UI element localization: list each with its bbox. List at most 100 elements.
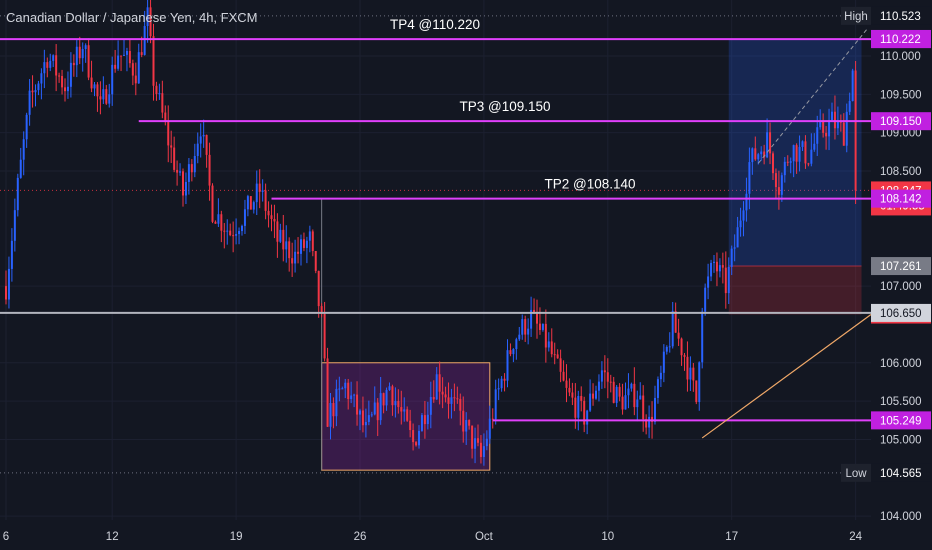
candle-body <box>453 397 456 399</box>
candle-254 <box>754 136 757 161</box>
candle-body <box>474 438 477 449</box>
candle-body <box>518 334 521 340</box>
candle-body <box>656 379 659 398</box>
time-axis[interactable]: 6 12 19 26 Oct 10 17 24 <box>0 520 932 550</box>
candle-25 <box>78 36 81 65</box>
candle-214 <box>636 390 639 422</box>
candle-26 <box>81 42 84 72</box>
candle-152 <box>453 383 456 412</box>
candle-53 <box>161 80 164 119</box>
candle-body <box>503 378 506 381</box>
symbol-title[interactable]: Canadian Dollar / Japanese Yen, 4h, FXCM <box>6 10 258 25</box>
candle-188 <box>559 349 562 383</box>
candle-body <box>686 356 689 380</box>
candle-5 <box>19 147 22 179</box>
candle-104 <box>311 229 314 257</box>
candle-body <box>810 149 813 164</box>
candle-body <box>547 341 550 348</box>
candle-body <box>674 311 677 333</box>
candle-body <box>842 122 845 146</box>
candle-body <box>220 214 223 231</box>
candle-body <box>176 169 179 173</box>
candle-239 <box>710 259 713 282</box>
candle-17 <box>55 44 58 92</box>
x-tick-0: 6 <box>3 531 9 543</box>
levels-layer: TP4 @110.220 TP3 @109.150 TP2 @108.140 <box>0 17 872 439</box>
candle-body <box>394 401 397 406</box>
candle-body <box>680 338 683 356</box>
candle-body <box>533 309 536 313</box>
candle-170 <box>506 339 509 388</box>
candle-155 <box>462 396 465 443</box>
candle-228 <box>677 318 680 346</box>
level-tag-range-low <box>871 411 931 430</box>
candle-body <box>456 398 459 400</box>
candle-225 <box>668 332 671 353</box>
candle-28 <box>87 38 90 81</box>
candle-4 <box>16 173 19 217</box>
candle-153 <box>456 386 459 404</box>
candle-205 <box>609 374 612 393</box>
candle-65 <box>196 132 199 164</box>
level-tag-TP2 <box>871 189 931 208</box>
candle-body <box>426 414 429 425</box>
y-tick-3: 108.500 <box>880 166 922 178</box>
candle-9 <box>31 75 34 108</box>
candle-253 <box>751 147 754 175</box>
candle-95 <box>285 225 288 263</box>
candle-body <box>202 134 205 137</box>
candle-223 <box>662 344 665 383</box>
extreme-tag-7 <box>841 463 871 482</box>
candle-body <box>559 358 562 372</box>
level-tag-support <box>871 303 931 322</box>
candle-33 <box>102 76 105 104</box>
candle-36 <box>111 56 114 106</box>
candle-31 <box>96 82 99 112</box>
candle-87 <box>261 179 264 202</box>
candle-19 <box>61 69 64 95</box>
candle-body <box>798 146 801 162</box>
candle-59 <box>179 163 182 176</box>
candle-body <box>187 164 190 182</box>
candle-body <box>34 90 37 93</box>
candle-body <box>137 52 140 84</box>
candle-210 <box>624 382 627 410</box>
candle-20 <box>64 78 66 102</box>
candle-22 <box>69 52 72 98</box>
candle-body <box>288 241 291 259</box>
candle-235 <box>698 361 701 411</box>
candle-200 <box>595 385 597 400</box>
candle-body <box>597 381 600 391</box>
candle-body <box>246 196 249 210</box>
candle-body <box>161 93 164 113</box>
candle-body <box>754 148 757 160</box>
y-tick-7: 105.000 <box>880 434 922 446</box>
candle-body <box>117 55 120 69</box>
candle-127 <box>379 376 382 425</box>
candle-body <box>84 45 87 50</box>
candle-body <box>385 389 388 406</box>
candle-249 <box>739 207 742 237</box>
candle-body <box>562 371 565 381</box>
candle-body <box>158 93 161 95</box>
candle-77 <box>232 221 235 253</box>
candle-body <box>462 410 465 432</box>
candle-54 <box>164 105 167 126</box>
candle-body <box>364 421 367 426</box>
candle-body <box>589 393 592 411</box>
candle-body <box>423 415 426 425</box>
candle-body <box>465 420 468 432</box>
candle-246 <box>730 245 733 276</box>
candle-163 <box>485 430 488 451</box>
candle-body <box>347 382 350 400</box>
candle-176 <box>524 315 527 342</box>
candle-body <box>624 395 627 410</box>
candle-body <box>671 311 674 347</box>
candle-body <box>745 193 748 211</box>
candle-body <box>282 229 285 250</box>
candle-body <box>701 311 704 363</box>
candle-body <box>69 62 72 87</box>
candle-32 <box>99 81 102 115</box>
price-axis[interactable]: JPY110.000109.500109.000108.500107.00010… <box>841 0 932 550</box>
